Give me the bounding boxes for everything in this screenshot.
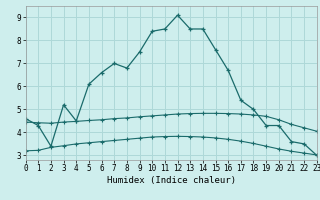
X-axis label: Humidex (Indice chaleur): Humidex (Indice chaleur) bbox=[107, 176, 236, 185]
